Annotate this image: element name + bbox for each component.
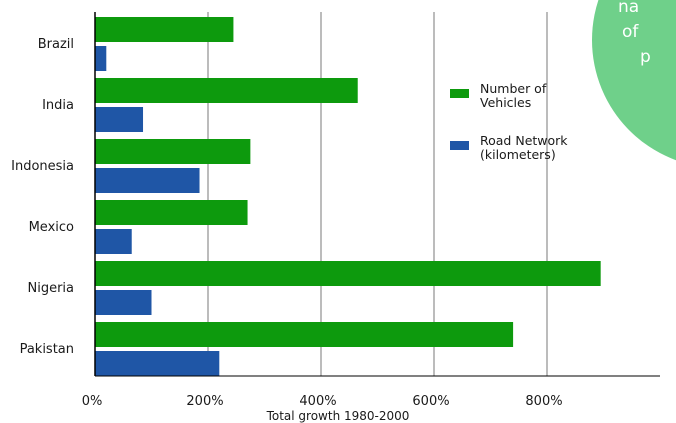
bar-mexico-number-of-vehicles [95, 200, 248, 225]
axes [94, 12, 660, 377]
bar-brazil-road-network-kilometers [95, 46, 107, 71]
legend-swatch-number-of-vehicles [450, 89, 469, 98]
legend-label-road-network-kilometers-line-1: Road Network [480, 133, 568, 148]
bar-nigeria-road-network-kilometers [95, 290, 152, 315]
category-label-mexico: Mexico [29, 220, 74, 235]
x-tick-label-400: 400% [299, 394, 336, 409]
bar-india-road-network-kilometers [95, 107, 144, 132]
callout-text-line-2: of [622, 22, 639, 42]
legend-label-number-of-vehicles-line-1: Number of [480, 81, 547, 96]
bar-brazil-number-of-vehicles [95, 17, 234, 42]
x-tick-label-200: 200% [186, 394, 223, 409]
category-label-india: India [42, 98, 74, 113]
x-axis-title: Total growth 1980-2000 [266, 409, 410, 423]
legend-swatch-road-network-kilometers [450, 141, 469, 150]
bar-pakistan-road-network-kilometers [95, 351, 220, 376]
bar-nigeria-number-of-vehicles [95, 261, 601, 286]
category-label-nigeria: Nigeria [27, 281, 74, 296]
callout-bubble: na ofp [592, 0, 676, 161]
legend-label-road-network-kilometers-line-2: (kilometers) [480, 147, 556, 162]
bars [95, 17, 601, 376]
category-label-pakistan: Pakistan [20, 342, 74, 357]
bar-india-number-of-vehicles [95, 78, 358, 103]
legend-label-number-of-vehicles-line-2: Vehicles [480, 95, 531, 110]
x-tick-label-600: 600% [412, 394, 449, 409]
category-label-indonesia: Indonesia [11, 159, 74, 174]
x-tick-label-800: 800% [525, 394, 562, 409]
bar-pakistan-number-of-vehicles [95, 322, 514, 347]
bar-mexico-road-network-kilometers [95, 229, 132, 254]
bar-indonesia-number-of-vehicles [95, 139, 251, 164]
callout-text-line-1: na [618, 0, 639, 17]
labels: Brazil India Indonesia Mexico Nigeria Pakista… [11, 37, 562, 423]
gridlines [207, 12, 548, 376]
bar-indonesia-road-network-kilometers [95, 168, 200, 193]
callout-text-line-3: p [640, 47, 651, 67]
category-label-brazil: Brazil [38, 37, 74, 52]
x-tick-label-0: 0% [82, 394, 103, 409]
callout-circle [592, 0, 676, 161]
